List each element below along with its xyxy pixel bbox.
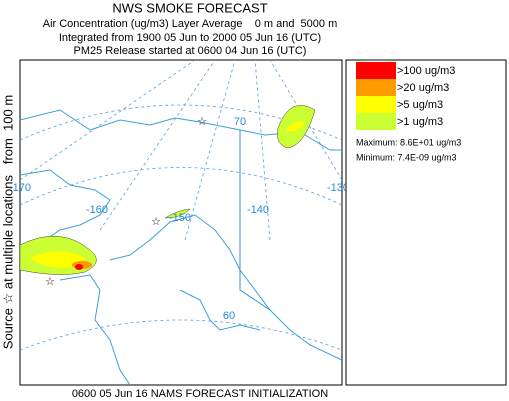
source-star: ☆ [151, 216, 161, 228]
legend-label: >20 ug/m3 [397, 82, 449, 94]
maximum: Maximum: 8.6E+01 ug/m3 [356, 137, 461, 147]
title: NWS SMOKE FORECAST [112, 0, 267, 15]
map-label: 70 [234, 116, 246, 128]
legend-swatch [356, 79, 396, 96]
header-line: PM25 Release started at 0600 04 Jun 16 (… [74, 45, 307, 57]
legend: Maximum: 8.6E+01 ug/m3 Minimum: 7.4E-09 … [345, 59, 507, 386]
map-label: -170 [9, 182, 31, 194]
legend-label: >5 ug/m3 [397, 99, 443, 111]
plume [285, 121, 305, 132]
source-star: ☆ [45, 276, 55, 288]
legend-swatch [356, 62, 396, 79]
legend-swatch [356, 113, 396, 130]
map-label: -150 [169, 212, 191, 224]
map: ☆ ☆ ☆ -170 -160 -150 -140 -130 70 60 [9, 59, 349, 386]
map-label: -130 [327, 182, 349, 194]
graticule [20, 60, 342, 241]
plume [75, 264, 83, 270]
legend-label: >1 ug/m3 [397, 116, 443, 128]
side-label: Source ☆ at multiple locations from 100 … [0, 95, 15, 349]
graticule [20, 319, 342, 351]
plume [30, 251, 85, 268]
minimum: Minimum: 7.4E-09 ug/m3 [356, 152, 457, 162]
footer: 0600 05 Jun 16 NAMS FORECAST INITIALIZAT… [72, 388, 328, 400]
map-label: 60 [223, 310, 235, 322]
source-star: ☆ [197, 116, 207, 128]
legend-label: >100 ug/m3 [397, 65, 455, 77]
map-label: -140 [247, 204, 269, 216]
header-line: Integrated from 1900 05 Jun to 2000 05 J… [59, 32, 321, 44]
coastline [20, 109, 342, 385]
header-line: Air Concentration (ug/m3) Layer Average … [43, 18, 338, 30]
legend-swatch [356, 96, 396, 113]
map-label: -160 [86, 204, 108, 216]
border [239, 130, 271, 311]
plume [164, 208, 191, 219]
